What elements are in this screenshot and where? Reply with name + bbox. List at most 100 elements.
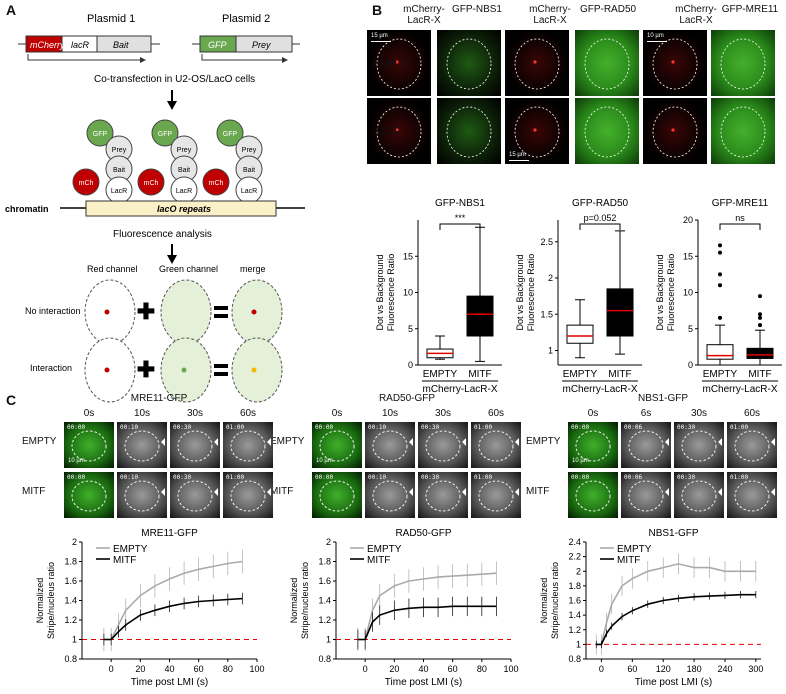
outlier-point (758, 312, 762, 317)
series-line-mitf (596, 593, 756, 646)
boxplot-0: GFP-NBS1 0 5 10 15 Dot vs BackgroundFluoresce… (375, 198, 502, 395)
column-header-4: mCherry- LacR-X (675, 4, 717, 26)
box-mitf (606, 288, 634, 337)
significance-label: p=0.052 (584, 213, 617, 223)
timestamp: 00:10 (120, 424, 139, 431)
timestamp: 01:00 (474, 474, 493, 481)
y-tick-label: 0 (408, 360, 413, 370)
row-label-mitf-c: MITF (270, 486, 294, 497)
equals-sign (214, 372, 228, 376)
scalebar-label-b-2: 10 µm (647, 33, 664, 39)
panel-label-c: C (6, 392, 17, 408)
timelapse-frame: 00:10 (365, 422, 415, 468)
merge-dot (251, 309, 257, 315)
x-group-label: mCherry-LacR-X (422, 384, 497, 395)
y-axis-label: Dot vs BackgroundFluorescence Ratio (655, 254, 676, 332)
time-label: 60s (239, 408, 257, 419)
timestamp: 00:00 (67, 424, 86, 431)
green-channel-cell (160, 279, 212, 345)
lacr-node-label: LacR (176, 188, 192, 195)
box-mitf (746, 347, 774, 359)
series-line-empty (357, 572, 497, 641)
timestamp: 00:30 (421, 424, 440, 431)
x-tick-label: 120 (656, 664, 671, 674)
y-tick-label: 1.5 (540, 309, 553, 319)
y-tick-label: 1.2 (64, 615, 77, 625)
timelapse-frame: 00:00 (64, 422, 114, 468)
gfp-node (151, 119, 179, 147)
lacr-node-label: LacR (241, 188, 257, 195)
green-channel-label: Green channel (159, 264, 218, 274)
bait-node-label: Bait (243, 167, 255, 174)
prey-node-label: Prey (242, 147, 257, 154)
plus-sign: ✚ (137, 357, 155, 382)
gfp-node (216, 119, 244, 147)
x-category-label: EMPTY (563, 369, 598, 380)
x-category-label: MITF (608, 369, 631, 380)
plasmid1-title: Plasmid 1 (87, 13, 135, 25)
series-line-mitf (103, 597, 243, 641)
boxplot-2: GFP-MRE11 0 5 10 15 20 Dot vs BackgroundFluore… (655, 198, 782, 395)
x-category-label: MITF (468, 369, 491, 380)
timelapse-frame: 00:00 (312, 472, 362, 518)
timelapse-frame: 00:06 (621, 472, 671, 518)
x-category-label: EMPTY (703, 369, 738, 380)
significance-bracket (579, 223, 621, 230)
equals-sign (214, 306, 228, 310)
timestamp: 01:00 (474, 424, 493, 431)
scalebar-b-2 (647, 41, 667, 42)
fluorescence-text: Fluorescence analysis (113, 229, 212, 240)
y-tick-label: 1 (548, 346, 553, 356)
timestamp: 00:00 (315, 424, 334, 431)
protein-complexes: GFP Prey Bait LacR mCh GFP Prey Bait LacR mCh GFP P… (72, 119, 263, 204)
legend-label: EMPTY (617, 544, 652, 555)
micrograph-empty-1 (437, 30, 501, 96)
cell-schematics: ✚✚ (84, 279, 283, 403)
y-tick-label: 2 (548, 273, 553, 283)
row-label-empty-c: EMPTY (22, 436, 57, 447)
timestamp: 00:06 (624, 424, 643, 431)
x-tick-label: 100 (503, 664, 518, 674)
chart-title: GFP-NBS1 (435, 198, 485, 209)
x-tick-label: 20 (389, 664, 399, 674)
column-header-1: GFP-NBS1 (451, 4, 502, 15)
y-tick-label: 1.4 (568, 610, 581, 620)
micrograph-mitf-0 (367, 98, 431, 164)
outlier-point (718, 243, 722, 248)
laco-label: lacO repeats (157, 204, 211, 214)
y-tick-label: 1.8 (64, 557, 77, 567)
time-label: 30s (434, 408, 452, 419)
timelapse-frame: 00:00 (312, 422, 362, 468)
timelapse-title-1: RAD50-GFP (378, 393, 436, 404)
timelapse-title-2: NBS1-GFP (637, 393, 688, 404)
interaction-label: Interaction (30, 363, 72, 373)
x-tick-label: 60 (448, 664, 458, 674)
y-tick-label: 1.6 (568, 596, 581, 606)
y-tick-label: 2 (576, 566, 581, 576)
red-dot (104, 309, 110, 315)
x-tick-label: 60 (194, 664, 204, 674)
plus-sign: ✚ (137, 299, 155, 324)
x-axis-label: Time post LMI (s) (385, 677, 462, 688)
timelapse-frame: 01:00 (727, 472, 777, 518)
timelapse-title-0: MRE11-GFP (130, 393, 188, 404)
timelapse-frame: 00:30 (418, 422, 468, 468)
micrograph-mitf-4 (643, 98, 707, 164)
equals-sign (214, 364, 228, 368)
timestamp: 01:00 (730, 474, 749, 481)
timelapse-frame: 00:00 (568, 422, 618, 468)
panel-a-diagram: Plasmid 1 mCherry lacR Bait Plasmid 2 GF… (5, 13, 305, 403)
x-tick-label: 180 (687, 664, 702, 674)
y-tick-label: 1 (72, 635, 77, 645)
row-label-empty-b: EMPTY (373, 58, 411, 70)
green-dot (181, 367, 187, 373)
outlier-point (758, 315, 762, 320)
x-group-label: mCherry-LacR-X (702, 384, 777, 395)
red-channel-cell (84, 337, 136, 403)
column-header-2: mCherry- LacR-X (529, 4, 571, 26)
cotransfection-text: Co-transfection in U2-OS/LacO cells (94, 74, 255, 85)
significance-label: *** (455, 213, 466, 223)
timestamp: 01:00 (730, 424, 749, 431)
gfp-segment: GFP (208, 40, 227, 50)
